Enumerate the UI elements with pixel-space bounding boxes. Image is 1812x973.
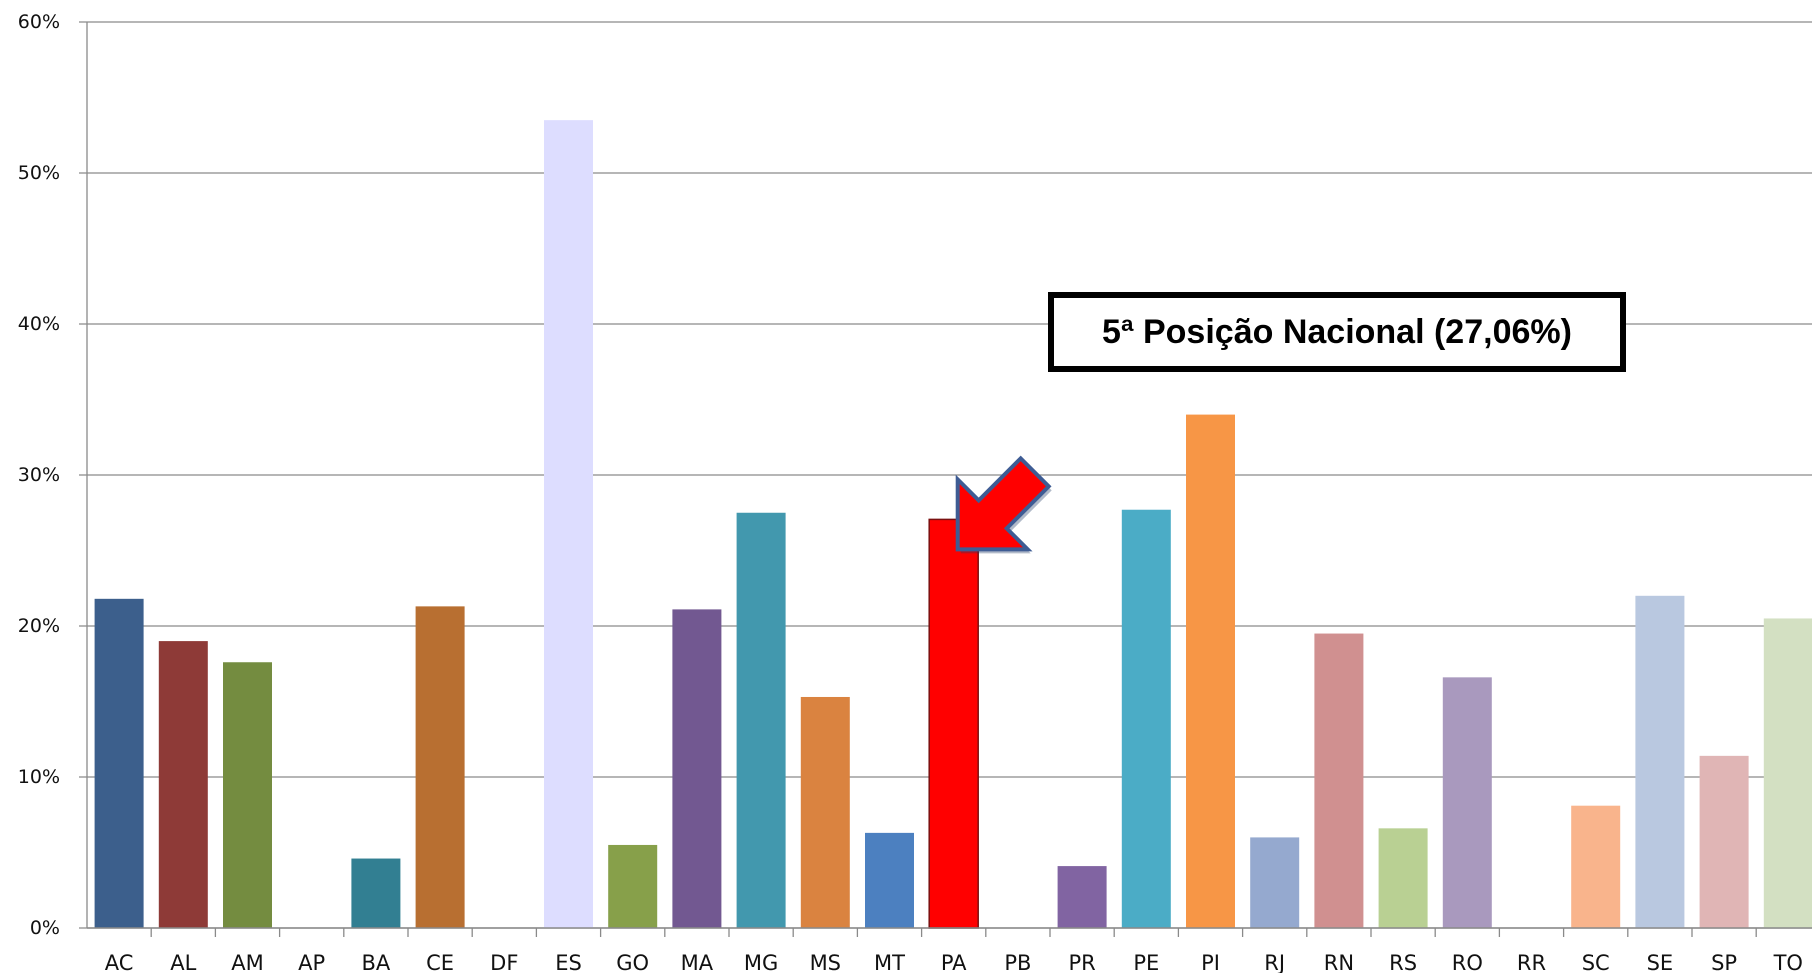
bar-mt bbox=[865, 832, 914, 928]
bar-pe bbox=[1121, 509, 1171, 928]
bar-rj bbox=[1250, 837, 1300, 928]
y-tick-label: 40% bbox=[18, 313, 60, 335]
callout-arrow bbox=[955, 455, 1052, 552]
y-tick-label: 30% bbox=[18, 464, 60, 486]
x-tick-label: PI bbox=[1201, 951, 1220, 973]
bar-am bbox=[223, 662, 272, 928]
x-tick-label: MT bbox=[874, 951, 905, 973]
bar-ce bbox=[415, 606, 465, 928]
x-tick-label: SC bbox=[1582, 951, 1610, 973]
bar-mg bbox=[736, 512, 786, 928]
bar-al bbox=[158, 641, 208, 928]
bar-sp bbox=[1699, 755, 1749, 928]
bars bbox=[94, 120, 1812, 929]
x-tick-label: SE bbox=[1647, 951, 1674, 973]
x-tick-label: RR bbox=[1517, 951, 1546, 973]
bar-se bbox=[1635, 595, 1685, 928]
x-tick-label: PB bbox=[1004, 951, 1031, 973]
bar-ba bbox=[351, 858, 401, 928]
bar-pr bbox=[1057, 866, 1107, 928]
bar-ac bbox=[94, 598, 144, 928]
bar-ms bbox=[800, 696, 850, 928]
x-tick-label: DF bbox=[490, 951, 518, 973]
x-tick-label: RJ bbox=[1264, 951, 1285, 973]
x-tick-label: BA bbox=[362, 951, 391, 973]
x-tick-label: GO bbox=[616, 951, 649, 973]
x-tick-label: AP bbox=[298, 951, 325, 973]
x-tick-label: AC bbox=[105, 951, 134, 973]
x-axis bbox=[87, 927, 1812, 937]
x-tick-label: AM bbox=[231, 951, 263, 973]
x-tick-label: MS bbox=[810, 951, 841, 973]
callout-arrow-icon bbox=[955, 455, 1052, 554]
bar-ro bbox=[1442, 677, 1492, 928]
annotation-callout-box: 5ª Posição Nacional (27,06%) bbox=[1048, 292, 1626, 372]
x-tick-label: TO bbox=[1773, 951, 1803, 973]
x-tick-label: AL bbox=[170, 951, 196, 973]
bar-sc bbox=[1571, 805, 1621, 928]
x-tick-label: RN bbox=[1324, 951, 1354, 973]
bar-go bbox=[608, 844, 658, 928]
x-axis-tick-labels: AC AL AM AP BA CE DF ES GO MA MG MS MT PA PB PR PE PI RJ RN… bbox=[105, 951, 1803, 973]
annotation-callout-text: 5ª Posição Nacional (27,06%) bbox=[1102, 312, 1572, 351]
bar-rn bbox=[1314, 633, 1364, 928]
bar-rs bbox=[1378, 828, 1428, 928]
bar-es bbox=[544, 120, 593, 928]
x-tick-label: RO bbox=[1452, 951, 1483, 973]
y-tick-label: 20% bbox=[18, 615, 60, 637]
x-tick-label: PR bbox=[1068, 951, 1095, 973]
x-tick-label: ES bbox=[555, 951, 582, 973]
x-tick-label: MA bbox=[681, 951, 714, 973]
y-axis-tick-labels: 0% 10% 20% 30% 40% 50% 60% bbox=[18, 11, 60, 939]
bar-pi bbox=[1186, 414, 1235, 929]
bar-to bbox=[1763, 618, 1812, 928]
y-tick-label: 0% bbox=[30, 917, 60, 939]
x-tick-label: RS bbox=[1389, 951, 1417, 973]
bar-ma bbox=[672, 609, 722, 928]
x-tick-label: PE bbox=[1133, 951, 1159, 973]
x-tick-label: CE bbox=[426, 951, 454, 973]
x-tick-label: PA bbox=[941, 951, 967, 973]
y-tick-label: 50% bbox=[18, 162, 60, 184]
y-tick-label: 10% bbox=[18, 766, 60, 788]
bar-pa bbox=[928, 518, 979, 929]
x-tick-label: SP bbox=[1711, 951, 1737, 973]
y-tick-label: 60% bbox=[18, 11, 60, 33]
x-tick-label: MG bbox=[744, 951, 778, 973]
